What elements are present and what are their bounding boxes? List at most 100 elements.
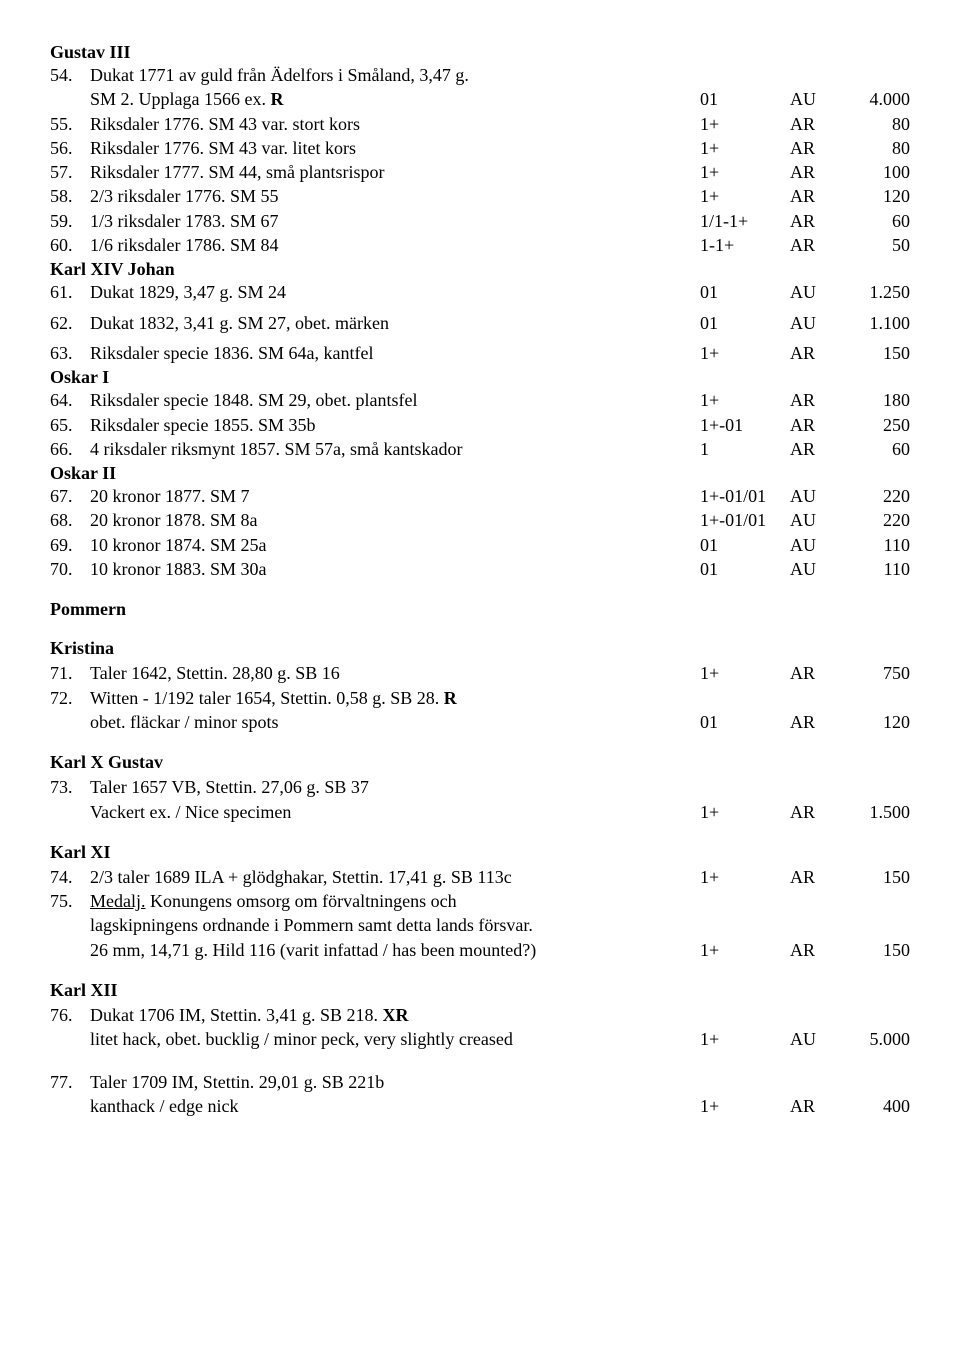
- section-oskar-ii: Oskar II: [50, 463, 910, 484]
- lot-desc: obet. fläckar / minor spots: [90, 710, 700, 734]
- lot-row: 69. 10 kronor 1874. SM 25a 01 AU 110: [50, 533, 910, 557]
- lot-price: 150: [840, 938, 910, 962]
- lot-grade: 01: [700, 87, 790, 111]
- lot-grade: 1+: [700, 938, 790, 962]
- lot-row: 73. Taler 1657 VB, Stettin. 27,06 g. SB …: [50, 775, 910, 799]
- lot-row: 56. Riksdaler 1776. SM 43 var. litet kor…: [50, 136, 910, 160]
- lot-desc: lagskipningens ordnande i Pommern samt d…: [90, 913, 910, 937]
- lot-number: 68.: [50, 508, 90, 532]
- lot-metal: AR: [790, 112, 840, 136]
- lot-desc: Dukat 1832, 3,41 g. SM 27, obet. märken: [90, 311, 700, 335]
- lot-number: 55.: [50, 112, 90, 136]
- lot-grade: 1+: [700, 865, 790, 889]
- lot-desc: 10 kronor 1883. SM 30a: [90, 557, 700, 581]
- lot-grade: 01: [700, 533, 790, 557]
- lot-desc: 26 mm, 14,71 g. Hild 116 (varit infattad…: [90, 938, 700, 962]
- lot-grade: 1+: [700, 136, 790, 160]
- lot-metal: AR: [790, 136, 840, 160]
- lot-grade: 01: [700, 280, 790, 304]
- lot-row: 62. Dukat 1832, 3,41 g. SM 27, obet. mär…: [50, 311, 910, 335]
- lot-desc: Taler 1657 VB, Stettin. 27,06 g. SB 37: [90, 775, 910, 799]
- lot-row: 75. Medalj. Konungens omsorg om förvaltn…: [50, 889, 910, 913]
- lot-number: 59.: [50, 209, 90, 233]
- lot-metal: AU: [790, 533, 840, 557]
- lot-desc: Vackert ex. / Nice specimen: [90, 800, 700, 824]
- lot-desc: Riksdaler 1776. SM 43 var. litet kors: [90, 136, 700, 160]
- lot-row: SM 2. Upplaga 1566 ex. R 01 AU 4.000: [50, 87, 910, 111]
- lot-grade: 01: [700, 710, 790, 734]
- lot-row: 57. Riksdaler 1777. SM 44, små plantsris…: [50, 160, 910, 184]
- lot-row: 68. 20 kronor 1878. SM 8a 1+-01/01 AU 22…: [50, 508, 910, 532]
- lot-price: 50: [840, 233, 910, 257]
- lot-desc: Taler 1709 IM, Stettin. 29,01 g. SB 221b: [90, 1070, 910, 1094]
- lot-row: 66. 4 riksdaler riksmynt 1857. SM 57a, s…: [50, 437, 910, 461]
- section-oskar-i: Oskar I: [50, 367, 910, 388]
- lot-metal: AR: [790, 661, 840, 685]
- lot-price: 150: [840, 341, 910, 365]
- lot-number: 75.: [50, 889, 90, 913]
- lot-desc-text: Konungens omsorg om förvaltningens och: [146, 891, 457, 911]
- lot-desc: Riksdaler specie 1836. SM 64a, kantfel: [90, 341, 700, 365]
- lot-grade: 1+-01: [700, 413, 790, 437]
- lot-desc: SM 2. Upplaga 1566 ex. R: [90, 87, 700, 111]
- lot-row: Vackert ex. / Nice specimen 1+ AR 1.500: [50, 800, 910, 824]
- lot-row: 76. Dukat 1706 IM, Stettin. 3,41 g. SB 2…: [50, 1003, 910, 1027]
- lot-number: 64.: [50, 388, 90, 412]
- section-kristina: Kristina: [50, 638, 910, 659]
- lot-grade: 1+: [700, 661, 790, 685]
- lot-row: 72. Witten - 1/192 taler 1654, Stettin. …: [50, 686, 910, 710]
- lot-number: 69.: [50, 533, 90, 557]
- lot-row: 64. Riksdaler specie 1848. SM 29, obet. …: [50, 388, 910, 412]
- lot-desc: Riksdaler specie 1855. SM 35b: [90, 413, 700, 437]
- lot-metal: AR: [790, 865, 840, 889]
- lot-row: 71. Taler 1642, Stettin. 28,80 g. SB 16 …: [50, 661, 910, 685]
- lot-desc: 1/6 riksdaler 1786. SM 84: [90, 233, 700, 257]
- lot-grade: 1+: [700, 160, 790, 184]
- lot-price: 180: [840, 388, 910, 412]
- lot-price: 150: [840, 865, 910, 889]
- lot-row: 26 mm, 14,71 g. Hild 116 (varit infattad…: [50, 938, 910, 962]
- lot-number: 67.: [50, 484, 90, 508]
- lot-price: 5.000: [840, 1027, 910, 1051]
- lot-number: 65.: [50, 413, 90, 437]
- lot-price: 1.100: [840, 311, 910, 335]
- lot-number: 72.: [50, 686, 90, 710]
- section-karl-xi: Karl XI: [50, 842, 910, 863]
- lot-desc: Riksdaler specie 1848. SM 29, obet. plan…: [90, 388, 700, 412]
- lot-row: 67. 20 kronor 1877. SM 7 1+-01/01 AU 220: [50, 484, 910, 508]
- lot-row: 55. Riksdaler 1776. SM 43 var. stort kor…: [50, 112, 910, 136]
- lot-desc: kanthack / edge nick: [90, 1094, 700, 1118]
- lot-number: 63.: [50, 341, 90, 365]
- lot-metal: AU: [790, 311, 840, 335]
- lot-grade: 1+: [700, 1094, 790, 1118]
- lot-grade: 1+: [700, 184, 790, 208]
- lot-metal: AU: [790, 1027, 840, 1051]
- lot-row: 63. Riksdaler specie 1836. SM 64a, kantf…: [50, 341, 910, 365]
- lot-row: 59. 1/3 riksdaler 1783. SM 67 1/1-1+ AR …: [50, 209, 910, 233]
- lot-row: 60. 1/6 riksdaler 1786. SM 84 1-1+ AR 50: [50, 233, 910, 257]
- lot-metal: AR: [790, 184, 840, 208]
- lot-bold: XR: [383, 1005, 409, 1025]
- lot-grade: 1+-01/01: [700, 484, 790, 508]
- lot-bold: R: [270, 89, 283, 109]
- lot-grade: 1-1+: [700, 233, 790, 257]
- lot-row: 54. Dukat 1771 av guld från Ädelfors i S…: [50, 63, 910, 87]
- lot-row: 58. 2/3 riksdaler 1776. SM 55 1+ AR 120: [50, 184, 910, 208]
- lot-row: 65. Riksdaler specie 1855. SM 35b 1+-01 …: [50, 413, 910, 437]
- lot-metal: AR: [790, 800, 840, 824]
- lot-desc: 2/3 riksdaler 1776. SM 55: [90, 184, 700, 208]
- lot-number: 74.: [50, 865, 90, 889]
- lot-desc: 20 kronor 1877. SM 7: [90, 484, 700, 508]
- lot-desc: Riksdaler 1776. SM 43 var. stort kors: [90, 112, 700, 136]
- lot-metal: AU: [790, 557, 840, 581]
- lot-desc-text: Witten - 1/192 taler 1654, Stettin. 0,58…: [90, 688, 444, 708]
- lot-price: 400: [840, 1094, 910, 1118]
- lot-price: 80: [840, 112, 910, 136]
- lot-desc: Dukat 1706 IM, Stettin. 3,41 g. SB 218. …: [90, 1003, 910, 1027]
- lot-row: kanthack / edge nick 1+ AR 400: [50, 1094, 910, 1118]
- lot-price: 110: [840, 533, 910, 557]
- lot-row: 70. 10 kronor 1883. SM 30a 01 AU 110: [50, 557, 910, 581]
- lot-bold: R: [444, 688, 457, 708]
- lot-price: 120: [840, 710, 910, 734]
- lot-metal: AR: [790, 1094, 840, 1118]
